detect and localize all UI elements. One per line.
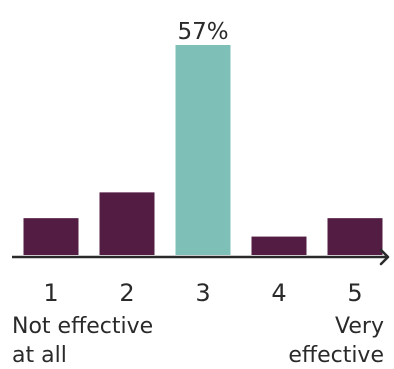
bar-5 <box>327 218 383 255</box>
bar-4 <box>251 236 307 255</box>
bar-3 <box>175 45 231 255</box>
low-caption-line-1: Not effective <box>12 314 153 339</box>
x-axis-arrow-icon <box>379 248 390 266</box>
x-tick-labels-group: 1 2 3 4 5 <box>43 279 362 307</box>
low-caption-line-2: at all <box>12 343 67 368</box>
x-tick-label-1: 1 <box>43 279 58 307</box>
value-label-3: 57% <box>177 19 228 45</box>
bar-1 <box>23 218 79 255</box>
bar-2 <box>99 192 155 255</box>
x-tick-label-2: 2 <box>119 279 134 307</box>
x-tick-label-5: 5 <box>347 279 362 307</box>
value-labels-group: 57% <box>177 19 228 45</box>
high-caption-line-2: effective <box>288 343 384 368</box>
x-tick-label-3: 3 <box>195 279 210 307</box>
bars-group <box>23 45 383 255</box>
high-caption-line-1: Very <box>335 314 384 339</box>
x-tick-label-4: 4 <box>271 279 286 307</box>
